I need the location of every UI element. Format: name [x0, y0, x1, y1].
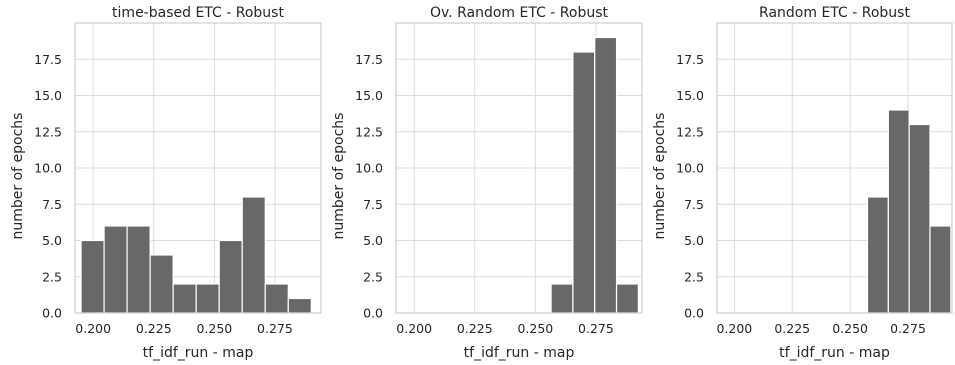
- y-tick-label: 7.5: [42, 197, 62, 212]
- chart-title: Random ETC - Robust: [759, 5, 910, 21]
- x-tick-label: 0.225: [457, 321, 493, 336]
- histogram-bar: [615, 283, 639, 314]
- histogram-bar: [149, 254, 174, 314]
- y-tick-label: 15.0: [34, 88, 62, 103]
- histogram-bar: [594, 36, 618, 314]
- plot-frame: [395, 22, 643, 314]
- y-tick-label: 17.5: [34, 52, 62, 67]
- x-tick-label: 0.275: [257, 321, 293, 336]
- chart-panel-1: 0.0 2.5 5.0 7.5 10.0 12.5 15.0 17.5 0.200 0.225 0.…: [10, 5, 322, 361]
- y-tick-label: 12.5: [355, 124, 383, 139]
- histogram-bar: [908, 123, 931, 314]
- histogram-bar: [572, 51, 596, 314]
- x-tick-label: 0.250: [832, 321, 868, 336]
- x-tick-label: 0.225: [136, 321, 172, 336]
- y-tick-label: 5.0: [42, 233, 62, 248]
- y-axis-label: number of epochs: [10, 113, 26, 240]
- chart-panel-3: 0.0 2.5 5.0 7.5 10.0 12.5 15.0 17.5 0.200 0.225 0.…: [652, 5, 953, 361]
- x-tick-label: 0.200: [75, 321, 111, 336]
- x-axis-label: tf_idf_run - map: [779, 345, 890, 361]
- histogram-bar: [264, 283, 289, 314]
- histogram-bar: [195, 283, 220, 314]
- x-tick-label: 0.200: [396, 321, 432, 336]
- x-tick-label: 0.200: [716, 321, 752, 336]
- y-tick-label: 10.0: [676, 161, 704, 176]
- histogram-bar: [103, 225, 128, 314]
- x-axis-label: tf_idf_run - map: [464, 345, 575, 361]
- histogram-bar: [126, 225, 151, 314]
- y-tick-label: 12.5: [34, 124, 62, 139]
- y-tick-label: 15.0: [676, 88, 704, 103]
- histogram-bar: [172, 283, 197, 314]
- y-axis-label: number of epochs: [331, 113, 347, 240]
- y-tick-label: 17.5: [676, 52, 704, 67]
- chart-title: Ov. Random ETC - Robust: [430, 5, 609, 21]
- y-tick-label: 2.5: [684, 269, 704, 284]
- x-axis-label: tf_idf_run - map: [143, 345, 254, 361]
- histogram-bar: [929, 225, 952, 314]
- y-axis-label: number of epochs: [652, 113, 668, 240]
- histogram-bar: [218, 239, 243, 314]
- x-tick-label: 0.275: [578, 321, 614, 336]
- y-tick-label: 10.0: [355, 161, 383, 176]
- x-tick-label: 0.250: [517, 321, 553, 336]
- y-tick-label: 12.5: [676, 124, 704, 139]
- y-tick-label: 0.0: [363, 306, 383, 321]
- y-tick-label: 0.0: [42, 306, 62, 321]
- histogram-bar: [550, 283, 574, 314]
- y-tick-label: 5.0: [363, 233, 383, 248]
- y-tick-label: 0.0: [684, 306, 704, 321]
- x-tick-label: 0.250: [196, 321, 232, 336]
- y-tick-label: 17.5: [355, 52, 383, 67]
- plot-frame: [716, 22, 953, 314]
- histogram-bar: [287, 297, 312, 314]
- y-tick-label: 2.5: [42, 269, 62, 284]
- y-tick-label: 2.5: [363, 269, 383, 284]
- y-tick-label: 7.5: [363, 197, 383, 212]
- x-tick-label: 0.225: [774, 321, 810, 336]
- x-tick-label: 0.275: [890, 321, 926, 336]
- chart-title: time-based ETC - Robust: [112, 5, 284, 21]
- y-tick-label: 7.5: [684, 197, 704, 212]
- y-tick-label: 15.0: [355, 88, 383, 103]
- y-tick-label: 5.0: [684, 233, 704, 248]
- plot-frame: [74, 22, 322, 314]
- histogram-bar: [241, 196, 266, 314]
- histogram-bar: [887, 109, 910, 314]
- chart-panel-2: 0.0 2.5 5.0 7.5 10.0 12.5 15.0 17.5 0.200 0.225 0.…: [331, 5, 643, 361]
- histogram-bar: [866, 196, 889, 314]
- histogram-bar: [80, 239, 105, 314]
- y-tick-label: 10.0: [34, 161, 62, 176]
